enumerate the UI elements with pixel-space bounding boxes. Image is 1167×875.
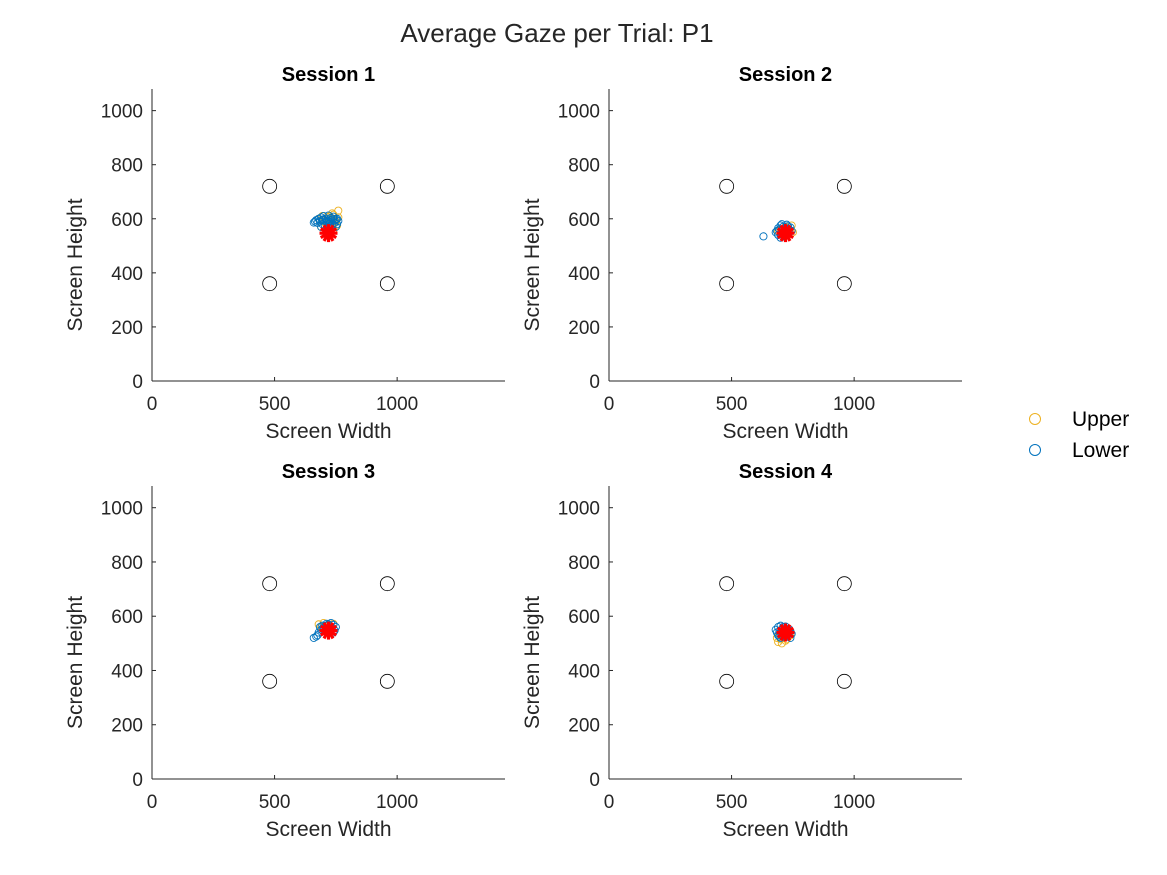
y-tick-label: 800 xyxy=(568,553,600,574)
y-tick-label: 600 xyxy=(568,210,600,231)
x-tick-label: 0 xyxy=(147,792,158,813)
y-tick-label: 0 xyxy=(589,372,600,393)
subplot-title: Session 2 xyxy=(739,64,832,86)
target-marker xyxy=(319,621,338,640)
y-tick-label: 400 xyxy=(568,661,600,682)
data-point-lower xyxy=(321,214,331,223)
target-marker xyxy=(319,224,338,243)
y-tick-label: 400 xyxy=(568,264,600,285)
x-tick-label: 500 xyxy=(259,394,291,415)
target-marker xyxy=(776,224,795,243)
x-tick-label: 1000 xyxy=(376,792,418,813)
subplot-title: Session 1 xyxy=(282,64,375,86)
reference-circle xyxy=(836,178,852,194)
x-axis-label: Screen Width xyxy=(265,818,391,841)
x-tick-label: 1000 xyxy=(833,792,875,813)
data-point-lower xyxy=(309,218,318,227)
reference-circle xyxy=(719,276,735,292)
reference-circle xyxy=(719,673,735,689)
subplot-session-2: 0 500 1000 0 200 400 600 800 1000 Session 2 Screen… xyxy=(521,64,962,443)
x-tick-label: 0 xyxy=(604,394,615,415)
data-point-lower xyxy=(759,232,768,241)
y-tick-label: 800 xyxy=(568,156,600,177)
subplot-session-1: 0 500 1000 0 200 400 600 800 1000 Session 1 Screen… xyxy=(64,64,505,443)
y-tick-label: 0 xyxy=(132,770,143,791)
reference-circle xyxy=(836,576,852,592)
x-axis-label: Screen Width xyxy=(722,420,848,443)
reference-circle xyxy=(719,178,735,194)
y-axis-label: Screen Height xyxy=(64,596,87,729)
x-tick-label: 500 xyxy=(716,792,748,813)
y-tick-label: 400 xyxy=(111,661,143,682)
target-marker xyxy=(776,623,795,642)
reference-circle xyxy=(379,178,395,194)
y-tick-label: 0 xyxy=(589,770,600,791)
y-tick-label: 600 xyxy=(111,210,143,231)
legend: Upper Lower xyxy=(1029,408,1129,462)
data-point-lower xyxy=(318,216,327,225)
subplot-title: Session 3 xyxy=(282,461,375,483)
reference-circle xyxy=(379,576,395,592)
target-marker-stroke xyxy=(776,626,795,639)
y-tick-label: 200 xyxy=(568,318,600,339)
x-tick-label: 500 xyxy=(259,792,291,813)
reference-circle xyxy=(262,576,278,592)
y-tick-label: 600 xyxy=(111,607,143,628)
x-tick-label: 0 xyxy=(147,394,158,415)
target-marker-stroke xyxy=(776,227,795,239)
y-tick-label: 800 xyxy=(111,156,143,177)
legend-item-upper: Upper xyxy=(1029,408,1129,431)
legend-label: Lower xyxy=(1072,439,1129,462)
legend-item-lower: Lower xyxy=(1029,439,1129,462)
y-axis-label: Screen Height xyxy=(64,198,87,331)
subplot-session-3: 0 500 1000 0 200 400 600 800 1000 Session 3 Screen… xyxy=(64,461,505,841)
y-tick-label: 600 xyxy=(568,607,600,628)
target-marker-stroke xyxy=(319,227,338,239)
y-tick-label: 200 xyxy=(111,318,143,339)
data-point-lower xyxy=(330,216,339,225)
data-point-lower xyxy=(333,214,342,223)
reference-circle xyxy=(262,673,278,689)
y-tick-label: 200 xyxy=(111,716,143,737)
legend-marker xyxy=(1029,444,1041,456)
data-point-lower xyxy=(319,212,328,221)
reference-circle xyxy=(836,276,852,292)
reference-circle xyxy=(262,178,278,194)
x-tick-label: 0 xyxy=(604,792,615,813)
reference-circle xyxy=(836,673,852,689)
legend-label: Upper xyxy=(1072,408,1129,431)
x-axis-label: Screen Width xyxy=(722,818,848,841)
target-marker-stroke xyxy=(319,624,338,637)
x-tick-label: 500 xyxy=(716,394,748,415)
reference-circle xyxy=(379,673,395,689)
y-axis-label: Screen Height xyxy=(521,596,544,729)
reference-circle xyxy=(719,576,735,592)
x-tick-label: 1000 xyxy=(833,394,875,415)
x-tick-label: 1000 xyxy=(376,394,418,415)
y-tick-label: 400 xyxy=(111,264,143,285)
subplot-session-4: 0 500 1000 0 200 400 600 800 1000 Session 4 Screen… xyxy=(521,461,962,841)
legend-marker xyxy=(1029,413,1041,425)
y-tick-label: 1000 xyxy=(101,499,143,520)
figure-title: Average Gaze per Trial: P1 xyxy=(400,18,713,48)
y-tick-label: 1000 xyxy=(101,102,143,123)
y-tick-label: 800 xyxy=(111,553,143,574)
subplot-grid: 0 500 1000 0 200 400 600 800 1000 Session 1 Screen… xyxy=(64,64,962,841)
y-tick-label: 1000 xyxy=(558,499,600,520)
y-tick-label: 1000 xyxy=(558,102,600,123)
data-point-lower xyxy=(312,632,321,641)
subplot-title: Session 4 xyxy=(739,461,833,483)
y-tick-label: 200 xyxy=(568,716,600,737)
reference-circle xyxy=(262,276,278,292)
x-axis-label: Screen Width xyxy=(265,420,391,443)
y-axis-label: Screen Height xyxy=(521,198,544,331)
y-tick-label: 0 xyxy=(132,372,143,393)
reference-circle xyxy=(379,276,395,292)
